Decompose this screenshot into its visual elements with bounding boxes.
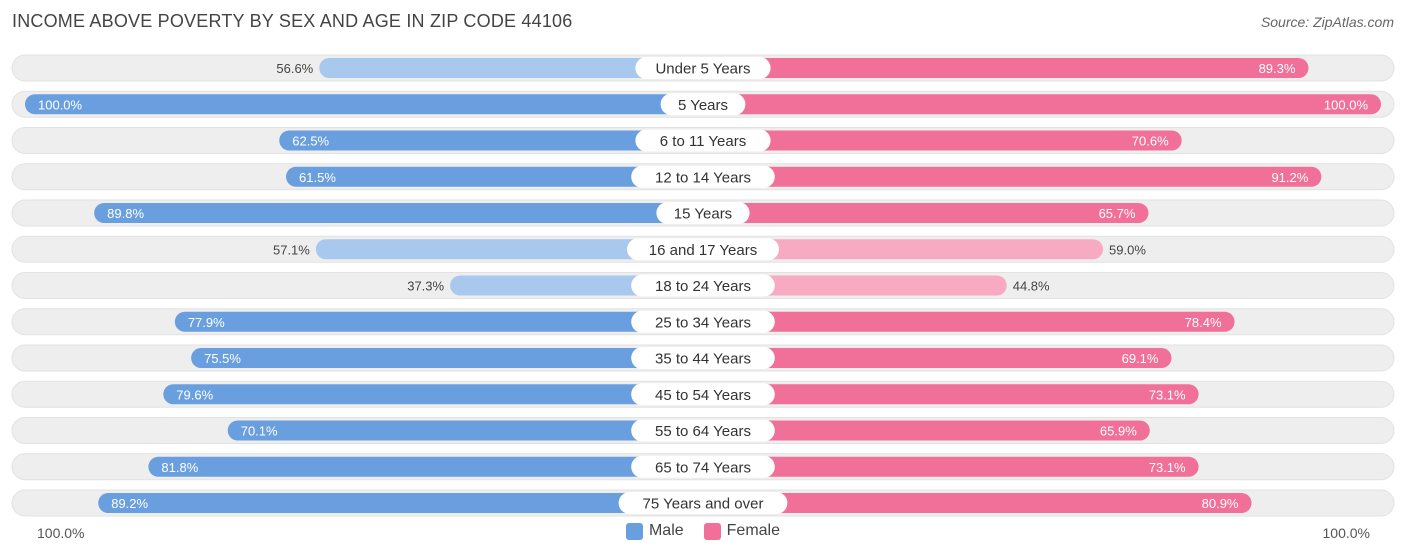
male-bar: [319, 58, 703, 78]
female-value-label: 100.0%: [1324, 97, 1369, 112]
female-value-label: 73.1%: [1149, 460, 1186, 475]
category-label: 55 to 64 Years: [655, 423, 751, 440]
female-value-label: 70.6%: [1132, 134, 1169, 149]
category-pill: [631, 310, 775, 333]
male-bar: [286, 166, 703, 187]
female-bar: [703, 456, 1199, 477]
chart-canvas: Under 5 Years 56.6% 89.3% 5 Years 100.0% 100.…: [11, 54, 1395, 517]
male-value-label: 70.1%: [241, 424, 278, 439]
male-bar: [315, 239, 703, 260]
female-bar: [703, 420, 1150, 441]
male-bar: [279, 130, 703, 151]
legend-swatch-female: [703, 522, 721, 540]
category-pill: [627, 238, 779, 261]
category-pill: [635, 129, 771, 152]
male-value-label: 62.5%: [292, 134, 329, 149]
male-value-label: 37.3%: [407, 279, 444, 294]
category-pill: [631, 419, 775, 442]
male-bar: [25, 94, 703, 115]
female-bar: [703, 275, 1007, 296]
category-pill: [660, 93, 746, 116]
male-value-label: 75.5%: [204, 351, 241, 366]
category-label: 16 and 17 Years: [649, 242, 757, 259]
male-value-label: 100.0%: [38, 97, 83, 112]
chart-title: INCOME ABOVE POVERTY BY SEX AND AGE IN Z…: [12, 11, 573, 31]
category-label: 45 to 54 Years: [655, 387, 751, 404]
female-bar: [703, 130, 1182, 151]
category-label: 15 Years: [674, 206, 732, 223]
category-label: 18 to 24 Years: [655, 278, 751, 295]
male-value-label: 89.8%: [107, 206, 144, 221]
female-value-label: 80.9%: [1202, 496, 1239, 511]
category-pill: [618, 492, 788, 514]
male-bar: [227, 420, 704, 441]
category-label: 65 to 74 Years: [655, 459, 751, 476]
category-label: 35 to 44 Years: [655, 351, 751, 368]
category-pill: [635, 57, 771, 79]
category-pill: [631, 274, 775, 297]
category-pill: [631, 455, 775, 478]
female-bar: [703, 203, 1149, 223]
female-bar: [703, 239, 1104, 260]
category-label: 12 to 14 Years: [655, 169, 751, 186]
category-label: 5 Years: [678, 97, 728, 114]
axis-left-label: 100.0%: [37, 525, 85, 541]
male-bar: [163, 384, 703, 405]
male-value-label: 61.5%: [299, 170, 336, 185]
axis-right-label: 100.0%: [1322, 525, 1370, 541]
legend-label-male: Male: [648, 522, 684, 539]
legend-swatch-male: [625, 522, 643, 540]
source-label: Source: ZipAtlas.com: [1260, 14, 1394, 30]
legend-label-female: Female: [726, 522, 781, 539]
female-bar: [703, 94, 1381, 115]
male-bar: [174, 311, 703, 332]
female-value-label: 73.1%: [1149, 387, 1186, 402]
female-bar: [703, 384, 1199, 405]
category-pill: [631, 383, 775, 406]
category-label: 75 Years and over: [643, 496, 764, 513]
male-bar: [191, 348, 704, 368]
category-label: Under 5 Years: [655, 61, 750, 78]
female-value-label: 91.2%: [1271, 170, 1308, 185]
male-value-label: 77.9%: [188, 315, 225, 330]
legend-item-male: Male: [625, 522, 684, 540]
female-value-label: 65.7%: [1099, 206, 1136, 221]
male-bar: [148, 456, 703, 477]
female-value-label: 59.0%: [1109, 242, 1146, 257]
category-pill: [631, 347, 775, 369]
category-label: 25 to 34 Years: [655, 314, 751, 331]
female-value-label: 78.4%: [1185, 315, 1222, 330]
male-value-label: 56.6%: [276, 61, 313, 76]
legend-item-female: Female: [703, 522, 781, 540]
female-bar: [703, 493, 1252, 513]
category-label: 6 to 11 Years: [660, 133, 746, 150]
female-value-label: 89.3%: [1259, 61, 1296, 76]
male-value-label: 79.6%: [176, 387, 213, 402]
category-pill: [656, 202, 750, 224]
male-bar: [94, 203, 703, 223]
legend: Male Female: [0, 522, 1406, 540]
female-value-label: 69.1%: [1122, 351, 1159, 366]
female-bar: [703, 166, 1322, 187]
female-bar: [703, 348, 1172, 368]
male-value-label: 81.8%: [161, 460, 198, 475]
female-value-label: 65.9%: [1100, 424, 1137, 439]
male-bar: [98, 493, 703, 513]
category-pill: [631, 165, 775, 188]
male-value-label: 57.1%: [273, 242, 310, 257]
male-value-label: 89.2%: [111, 496, 148, 511]
female-bar: [703, 58, 1309, 78]
female-value-label: 44.8%: [1013, 279, 1050, 294]
female-bar: [703, 311, 1235, 332]
